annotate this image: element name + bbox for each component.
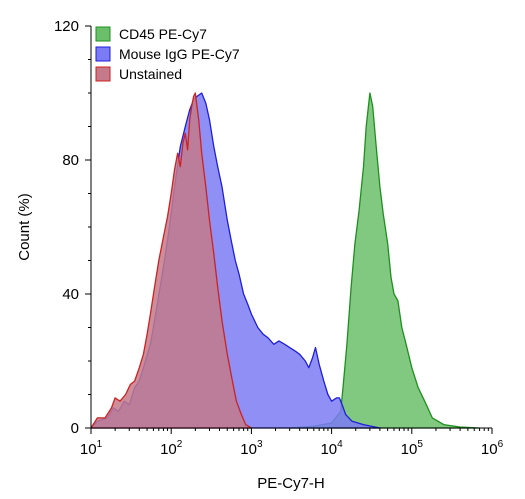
- legend-swatch: [95, 26, 111, 42]
- axes: 101 102 103 104 105 106 0 40 80 120 PE-Cy7-H Cou…: [16, 18, 504, 492]
- y-tick-label: 40: [62, 286, 79, 303]
- x-tick-label: 105: [401, 439, 424, 458]
- plot-area: [90, 92, 481, 429]
- x-tick-label: 103: [240, 439, 263, 458]
- series-area-1: [289, 92, 481, 429]
- y-axis-title: Count (%): [16, 193, 33, 261]
- y-tick-label: 120: [54, 18, 79, 35]
- series-area-2: [90, 92, 381, 429]
- y-tick-label: 80: [62, 152, 79, 169]
- x-tick-label: 106: [481, 439, 504, 458]
- legend-label: CD45 PE-Cy7: [119, 26, 207, 42]
- y-axis-ticks: 0 40 80 120: [54, 18, 91, 437]
- x-axis-title: PE-Cy7-H: [257, 475, 325, 492]
- y-tick-label: 0: [71, 420, 79, 437]
- x-tick-label: 102: [160, 439, 183, 458]
- legend-label: Mouse IgG PE-Cy7: [119, 46, 240, 62]
- legend-label: Unstained: [119, 66, 182, 82]
- legend-swatch: [95, 46, 111, 62]
- series-area-3: [90, 92, 253, 429]
- x-tick-label: 104: [320, 439, 343, 458]
- x-axis-ticks: 101 102 103 104 105 106: [80, 428, 504, 458]
- legend: CD45 PE-Cy7 Mouse IgG PE-Cy7 Unstained: [95, 26, 240, 82]
- legend-swatch: [95, 66, 111, 82]
- x-tick-label: 101: [80, 439, 103, 458]
